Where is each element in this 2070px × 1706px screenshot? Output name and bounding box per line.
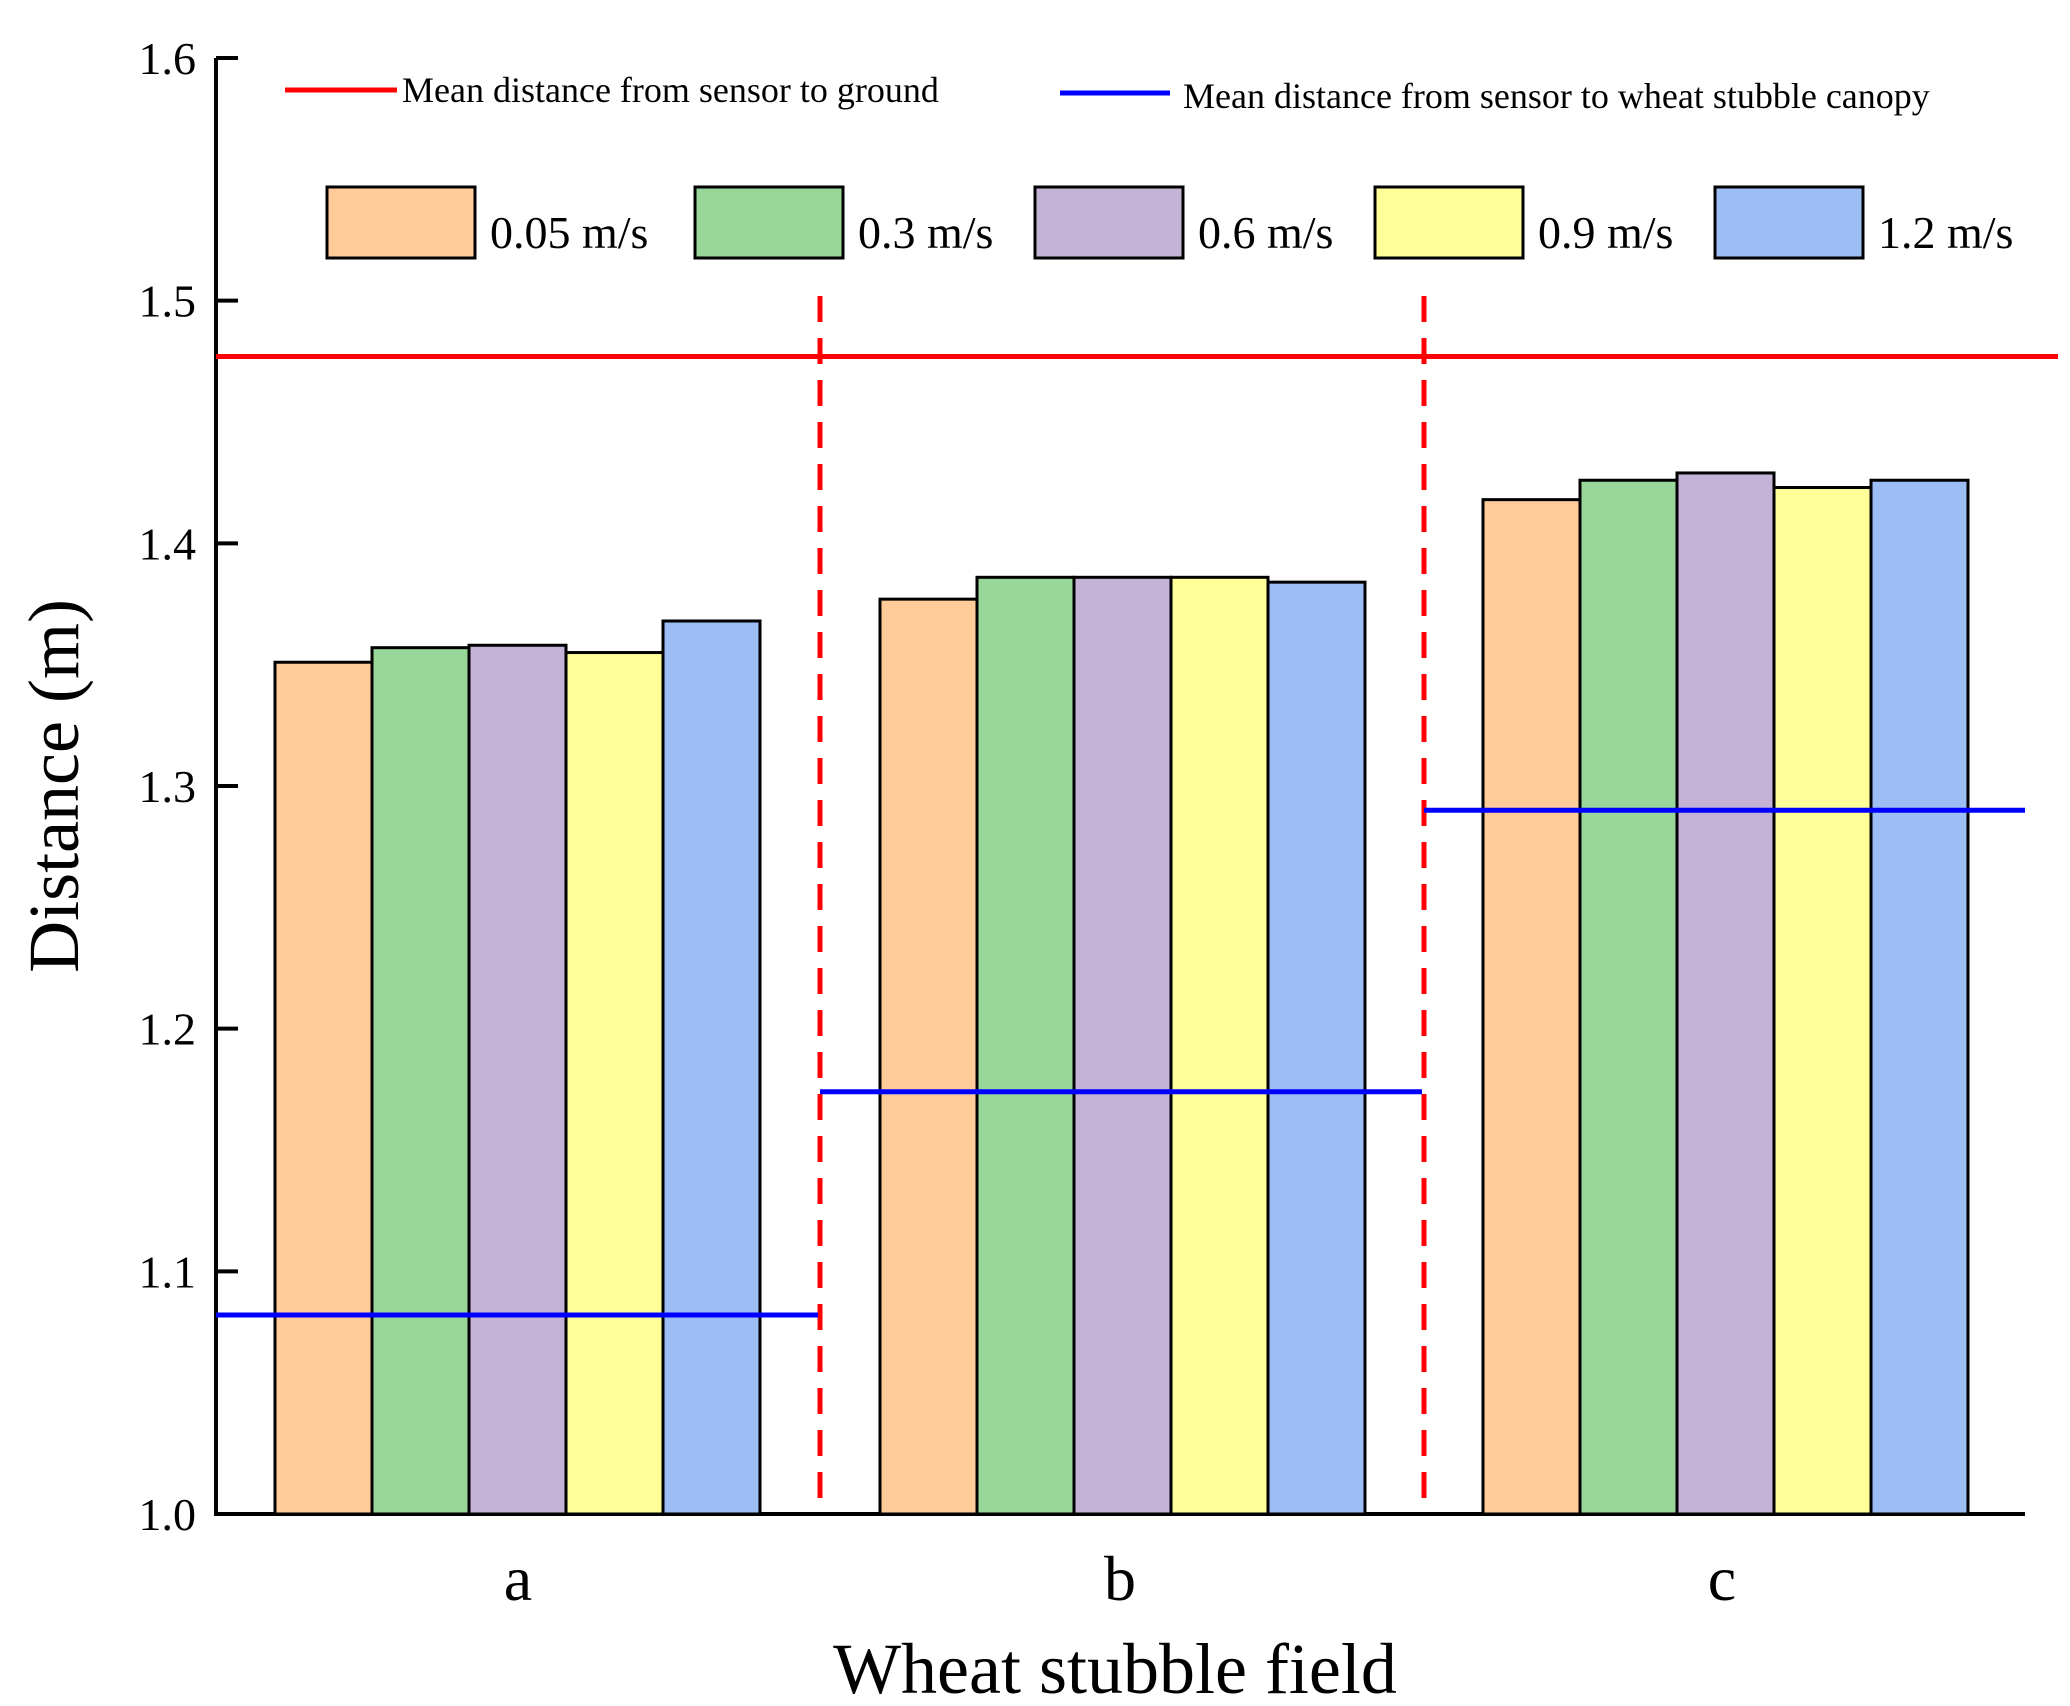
bar-c-2 — [1675, 471, 1776, 1516]
y-tick-label: 1.0 — [139, 1489, 197, 1540]
bar-a-4 — [661, 619, 762, 1516]
legend-canopy-label: Mean distance from sensor to wheat stubb… — [1183, 76, 1930, 116]
legend-swatch-4 — [1713, 185, 1865, 260]
x-category-label: b — [1104, 1543, 1136, 1614]
legend-swatch-0 — [325, 185, 477, 260]
bar-b-1 — [975, 575, 1076, 1516]
y-tick-label: 1.1 — [139, 1246, 197, 1297]
x-axis-title: Wheat stubble field — [833, 1629, 1397, 1706]
bar-b-0 — [878, 597, 979, 1516]
x-category-labels: a b c — [504, 1543, 1736, 1614]
y-axis-title: Distance (m) — [14, 599, 94, 973]
legend-label-0: 0.05 m/s — [490, 207, 648, 258]
bar-b-2 — [1072, 575, 1173, 1516]
x-category-label: c — [1708, 1543, 1736, 1614]
y-tick-label: 1.4 — [139, 518, 197, 569]
bar-a-0 — [273, 660, 374, 1516]
legend-lines: Mean distance from sensor to ground Mean… — [285, 70, 1930, 116]
legend-ground-label: Mean distance from sensor to ground — [402, 70, 939, 110]
y-tick-label: 1.3 — [139, 761, 197, 812]
bar-a-3 — [564, 651, 665, 1516]
y-tick-label: 1.5 — [139, 276, 197, 327]
bar-c-4 — [1869, 478, 1970, 1516]
bar-b-3 — [1169, 575, 1270, 1516]
legend-label-2: 0.6 m/s — [1198, 207, 1333, 258]
bar-c-1 — [1578, 478, 1679, 1516]
bar-a-1 — [370, 646, 471, 1516]
bar-c-3 — [1772, 486, 1873, 1516]
legend-label-3: 0.9 m/s — [1538, 207, 1673, 258]
legend-swatch-2 — [1033, 185, 1185, 260]
y-tick-label: 1.2 — [139, 1004, 197, 1055]
bars — [273, 471, 1970, 1516]
category-separators — [817, 296, 1427, 1514]
bar-a-2 — [467, 643, 568, 1516]
y-tick-label: 1.6 — [139, 33, 197, 84]
legend-series: 0.05 m/s 0.3 m/s 0.6 m/s 0.9 m/s 1.2 m/s — [325, 185, 2013, 260]
legend-label-4: 1.2 m/s — [1878, 207, 2013, 258]
legend-swatch-1 — [693, 185, 845, 260]
y-ticks: 1.0 1.1 1.2 1.3 1.4 1.5 1.6 — [139, 33, 238, 1540]
x-category-label: a — [504, 1543, 532, 1614]
legend-swatch-3 — [1373, 185, 1525, 260]
bar-b-4 — [1266, 580, 1367, 1516]
reference-lines — [216, 353, 2058, 1318]
bar-c-0 — [1481, 498, 1582, 1516]
legend-label-1: 0.3 m/s — [858, 207, 993, 258]
